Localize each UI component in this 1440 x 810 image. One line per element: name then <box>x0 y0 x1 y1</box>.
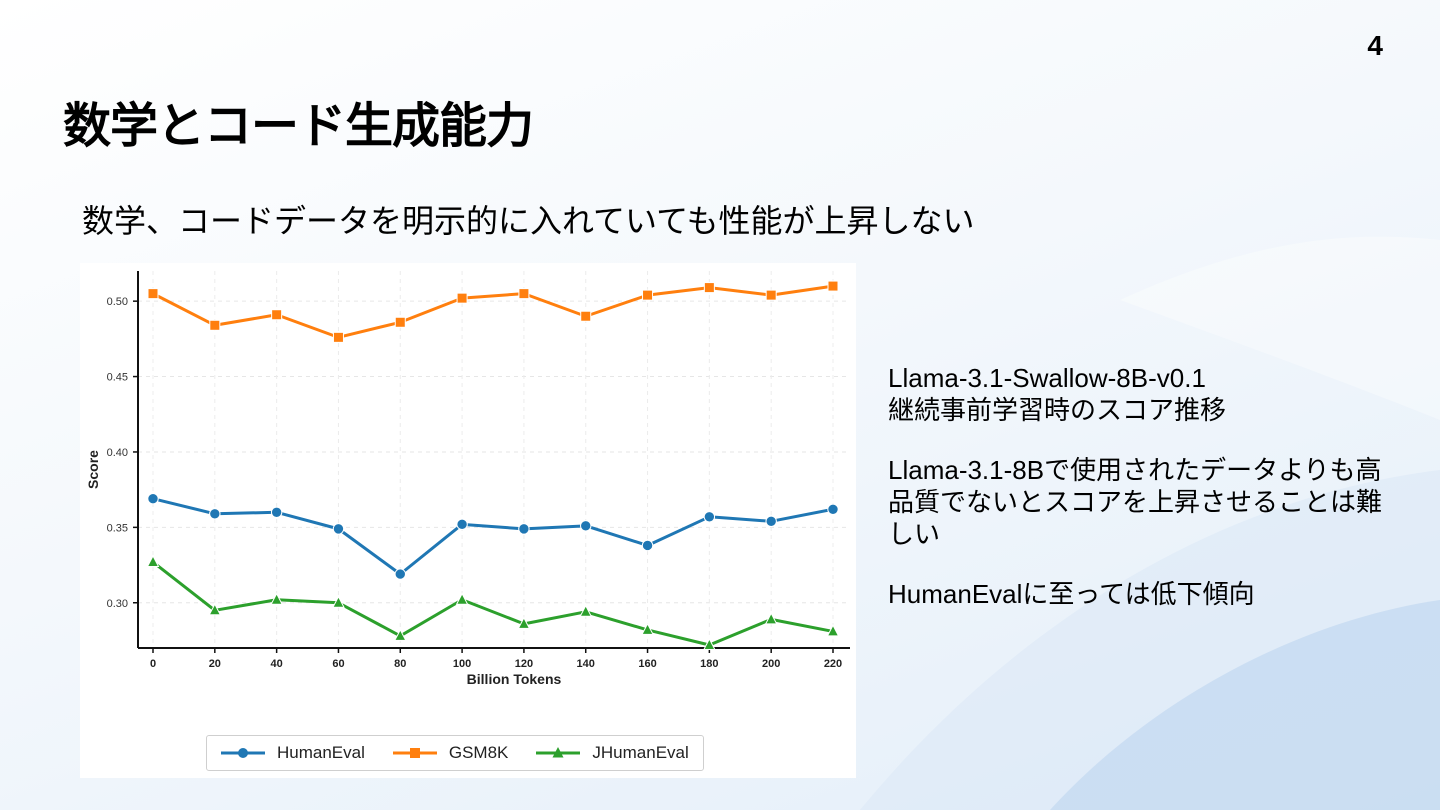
data-point-jhumaneval <box>332 595 345 608</box>
data-point-jhumaneval <box>208 603 222 616</box>
y-tick-label: 0.50 <box>107 296 128 308</box>
chart-legend: HumanEval GSM8K JHumanEval <box>206 735 704 771</box>
data-point-jhumaneval <box>579 604 593 617</box>
x-tick-label: 120 <box>515 658 533 670</box>
note-line: 品質でないとスコアを上昇させることは難 <box>888 487 1383 517</box>
y-tick-label: 0.40 <box>107 447 128 459</box>
data-point-jhumaneval <box>146 554 160 568</box>
data-point-gsm8k <box>147 288 159 300</box>
data-point-humaneval <box>332 523 345 535</box>
legend-label: HumanEval <box>277 743 365 762</box>
data-point-gsm8k <box>456 292 468 304</box>
note-line: Llama-3.1-8Bで使用されたデータよりも高 <box>888 455 1382 485</box>
data-point-jhumaneval <box>703 637 716 650</box>
data-point-gsm8k <box>518 288 530 300</box>
note-2: Llama-3.1-8Bで使用されたデータよりも高 品質でないとスコアを上昇させる… <box>888 454 1398 550</box>
data-point-jhumaneval <box>455 592 469 605</box>
note-line: 継続事前学習時のスコア推移 <box>888 395 1227 425</box>
data-point-jhumaneval <box>393 628 407 641</box>
slide-subtitle: 数学、コードデータを明示的に入れていても性能が上昇しない <box>82 203 975 239</box>
x-tick-label: 20 <box>209 658 221 670</box>
data-point-humaneval <box>456 518 468 531</box>
y-tick-label: 0.35 <box>107 522 128 534</box>
series-line-jhumaneval <box>152 560 834 647</box>
series-line-humaneval <box>152 497 834 576</box>
data-point-humaneval <box>765 515 777 528</box>
data-point-gsm8k <box>394 316 406 328</box>
data-point-humaneval <box>641 539 654 552</box>
data-point-humaneval <box>147 493 159 505</box>
x-tick-label: 140 <box>577 658 595 670</box>
legend-item-humaneval: HumanEval <box>221 743 365 763</box>
legend-swatch-gsm8k <box>392 748 437 758</box>
y-axis-label: Score <box>85 450 101 489</box>
data-point-humaneval <box>703 511 716 523</box>
legend-label: JHumanEval <box>592 743 689 762</box>
note-3: HumanEvalに至っては低下傾向 <box>888 578 1398 610</box>
series-line-gsm8k <box>152 284 834 339</box>
data-point-humaneval <box>580 520 592 532</box>
data-point-jhumaneval <box>270 592 283 605</box>
x-tick-label: 100 <box>453 658 471 670</box>
page-number: 4 <box>1367 30 1383 61</box>
data-point-humaneval <box>827 503 839 515</box>
legend-label: GSM8K <box>448 743 509 762</box>
line-chart: 0.30 0.35 0.40 0.45 0.50 0 20 40 60 80 100 120 140 16… <box>80 263 856 778</box>
x-tick-label: 60 <box>332 658 344 670</box>
data-point-humaneval <box>394 568 406 580</box>
data-point-jhumaneval <box>641 622 654 635</box>
legend-item-jhumaneval: JHumanEval <box>536 743 689 763</box>
x-tick-label: 180 <box>700 658 718 670</box>
data-point-humaneval <box>518 523 530 535</box>
y-tick-label: 0.45 <box>107 372 128 384</box>
slide-title: 数学とコード生成能力 <box>63 100 534 153</box>
note-1: Llama-3.1-Swallow-8B-v0.1 継続事前学習時のスコア推移 <box>888 362 1398 426</box>
x-tick-label: 160 <box>638 658 656 670</box>
notes-panel: Llama-3.1-Swallow-8B-v0.1 継続事前学習時のスコア推移 Ll… <box>888 362 1398 638</box>
y-tick-label: 0.30 <box>107 598 128 610</box>
data-point-gsm8k <box>271 309 283 321</box>
x-tick-label: 200 <box>762 658 780 670</box>
x-axis-label: Billion Tokens <box>467 671 562 687</box>
data-point-jhumaneval <box>517 616 531 629</box>
x-tick-label: 40 <box>271 658 283 670</box>
data-point-gsm8k <box>765 289 777 301</box>
x-tick-label: 0 <box>150 658 156 670</box>
data-point-humaneval <box>270 506 283 518</box>
data-point-gsm8k <box>642 289 654 301</box>
data-point-gsm8k <box>209 319 221 331</box>
legend-swatch-humaneval <box>221 748 265 758</box>
data-point-jhumaneval <box>826 624 840 637</box>
data-point-gsm8k <box>827 280 839 292</box>
x-tick-label: 220 <box>824 658 842 670</box>
note-line: HumanEvalに至っては低下傾向 <box>888 579 1255 609</box>
note-line: しい <box>888 519 941 549</box>
data-point-jhumaneval <box>764 612 778 625</box>
chart-canvas: 0.30 0.35 0.40 0.45 0.50 0 20 40 60 80 100 120 140 16… <box>85 271 850 687</box>
data-point-gsm8k <box>580 310 592 322</box>
x-tick-label: 80 <box>394 658 406 670</box>
legend-swatch-jhumaneval <box>536 747 581 758</box>
note-line: Llama-3.1-Swallow-8B-v0.1 <box>888 363 1206 393</box>
legend-item-gsm8k: GSM8K <box>392 743 509 763</box>
data-point-gsm8k <box>703 282 715 294</box>
data-point-gsm8k <box>332 331 344 343</box>
data-point-humaneval <box>209 508 221 520</box>
